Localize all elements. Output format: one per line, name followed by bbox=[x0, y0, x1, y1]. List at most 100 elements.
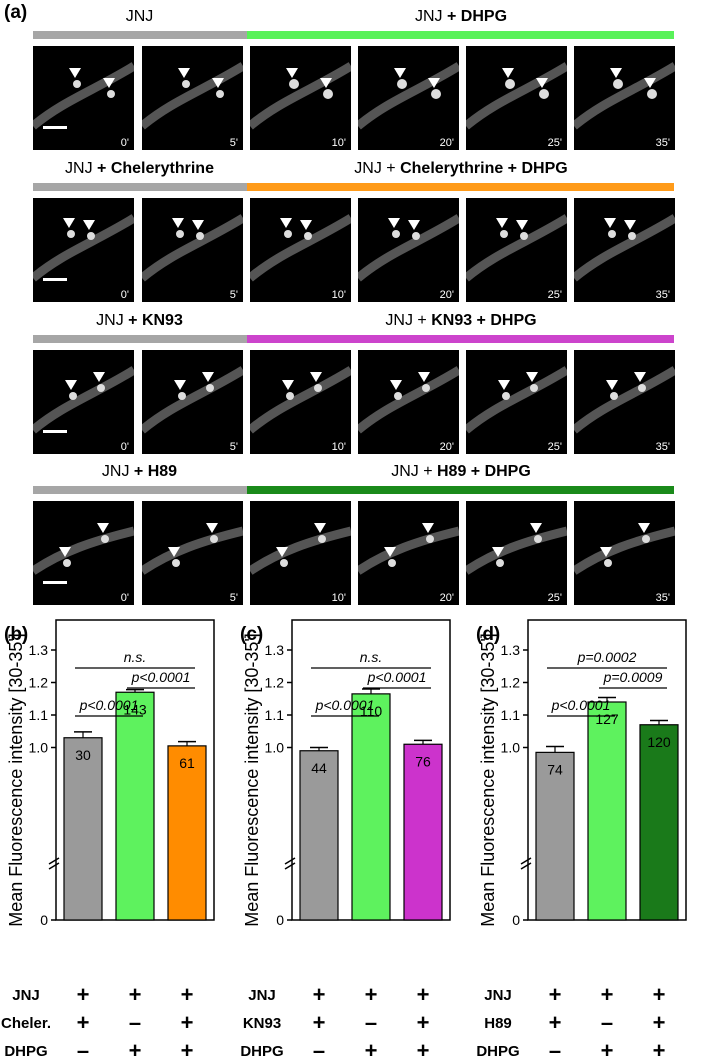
dendrite-shape bbox=[358, 62, 459, 130]
micrograph-image: 25' bbox=[466, 46, 567, 150]
time-label: 35' bbox=[655, 441, 670, 453]
condition-mark: + bbox=[549, 982, 562, 1007]
arrowhead-icon bbox=[530, 523, 542, 533]
condition-title-part: + Chelerythrine bbox=[92, 160, 214, 177]
y-axis-label: Mean Fluorescence intensity [30-35'] bbox=[6, 633, 26, 927]
time-label: 35' bbox=[655, 137, 670, 149]
spine-blob bbox=[613, 79, 623, 89]
spine-blob bbox=[284, 230, 292, 238]
y-tick-label: 1.0 bbox=[501, 740, 521, 756]
condition-title-treatment: JNJ + DHPG bbox=[248, 8, 674, 26]
dendrite-shape bbox=[33, 62, 134, 130]
arrowhead-icon bbox=[418, 372, 430, 382]
arrowhead-icon bbox=[168, 547, 180, 557]
dendrite-trace bbox=[142, 214, 243, 282]
n-label: 76 bbox=[415, 753, 431, 769]
spine-blob bbox=[539, 89, 549, 99]
spine-blob bbox=[182, 80, 190, 88]
arrowhead-icon bbox=[172, 218, 184, 228]
condition-row-label: DHPG bbox=[240, 1043, 283, 1060]
arrowhead-icon bbox=[384, 547, 396, 557]
arrowhead-icon bbox=[496, 218, 508, 228]
time-label: 35' bbox=[655, 592, 670, 604]
spine-blob bbox=[314, 384, 322, 392]
condition-title-control: JNJ + KN93 bbox=[33, 312, 246, 330]
spine-blob bbox=[107, 90, 115, 98]
micrograph-image: 35' bbox=[574, 46, 675, 150]
micrograph-image: 25' bbox=[466, 501, 567, 605]
spine-blob bbox=[500, 230, 508, 238]
dendrite-shape bbox=[574, 366, 675, 434]
condition-row-label: Cheler. bbox=[1, 1015, 51, 1032]
treatment-bar bbox=[247, 335, 674, 343]
dendrite-trace bbox=[574, 526, 675, 575]
condition-title-part: + H89 bbox=[129, 463, 178, 480]
arrowhead-icon bbox=[69, 68, 81, 78]
dendrite-shape bbox=[574, 62, 675, 130]
condition-mark: – bbox=[549, 1038, 561, 1063]
y-tick-label: 1.3 bbox=[265, 642, 285, 658]
time-label: 25' bbox=[547, 137, 562, 149]
dendrite-shape bbox=[250, 62, 351, 130]
n-label: 127 bbox=[595, 711, 619, 727]
condition-title-part: JNJ bbox=[101, 463, 130, 480]
condition-mark: + bbox=[549, 1010, 562, 1035]
time-label: 10' bbox=[331, 137, 346, 149]
condition-title-part: + DHPG bbox=[442, 8, 508, 25]
condition-title-part: JNJ + bbox=[354, 160, 401, 177]
condition-mark: + bbox=[77, 1010, 90, 1035]
dendrite-shape bbox=[33, 526, 134, 575]
condition-mark: + bbox=[129, 982, 142, 1007]
significance-label: p=0.0002 bbox=[577, 649, 637, 665]
n-label: 143 bbox=[123, 701, 147, 717]
dendrite-trace bbox=[574, 62, 675, 130]
condition-mark: + bbox=[129, 1038, 142, 1063]
spine-blob bbox=[289, 79, 299, 89]
spine-blob bbox=[628, 232, 636, 240]
spine-blob bbox=[502, 392, 510, 400]
dendrite-trace bbox=[33, 214, 134, 282]
spine-blob bbox=[505, 79, 515, 89]
bar bbox=[535, 751, 575, 921]
spine-blob bbox=[280, 559, 288, 567]
scale-bar bbox=[43, 126, 67, 129]
dendrite-shape bbox=[33, 214, 134, 282]
micrograph-image: 20' bbox=[358, 46, 459, 150]
arrowhead-icon bbox=[314, 523, 326, 533]
arrowhead-icon bbox=[282, 380, 294, 390]
condition-mark: + bbox=[313, 982, 326, 1007]
significance-label: n.s. bbox=[124, 649, 147, 665]
spine-blob bbox=[69, 392, 77, 400]
arrowhead-icon bbox=[93, 372, 105, 382]
dendrite-shape bbox=[33, 366, 134, 434]
y-tick-label: 1.2 bbox=[265, 675, 285, 691]
significance-label: p<0.0001 bbox=[79, 697, 139, 713]
condition-mark: + bbox=[181, 1010, 194, 1035]
dendrite-trace bbox=[358, 526, 459, 575]
time-label: 5' bbox=[229, 592, 238, 604]
spine-blob bbox=[97, 384, 105, 392]
spine-blob bbox=[422, 384, 430, 392]
bar bbox=[403, 743, 443, 921]
micrograph-image: 5' bbox=[142, 198, 243, 302]
y-tick-label: 0 bbox=[512, 912, 520, 928]
axis-break-mark bbox=[48, 862, 60, 870]
condition-mark: + bbox=[365, 1038, 378, 1063]
bar bbox=[351, 693, 391, 921]
significance-label: p<0.0001 bbox=[131, 669, 191, 685]
arrowhead-icon bbox=[600, 547, 612, 557]
arrowhead-icon bbox=[634, 372, 646, 382]
condition-mark: – bbox=[601, 1010, 613, 1035]
condition-title-treatment: JNJ + H89 + DHPG bbox=[248, 463, 674, 481]
n-label: 110 bbox=[360, 703, 383, 719]
time-label: 20' bbox=[439, 137, 454, 149]
condition-title-control: JNJ bbox=[33, 8, 246, 26]
condition-title-treatment: JNJ + Chelerythrine + DHPG bbox=[248, 160, 674, 178]
spine-blob bbox=[210, 535, 218, 543]
axis-break-mark bbox=[48, 857, 60, 865]
baseline-bar bbox=[33, 31, 247, 39]
micrograph-image: 0' bbox=[33, 501, 134, 605]
dendrite-trace bbox=[358, 366, 459, 434]
dendrite-shape bbox=[250, 526, 351, 575]
dendrite-shape bbox=[250, 366, 351, 434]
